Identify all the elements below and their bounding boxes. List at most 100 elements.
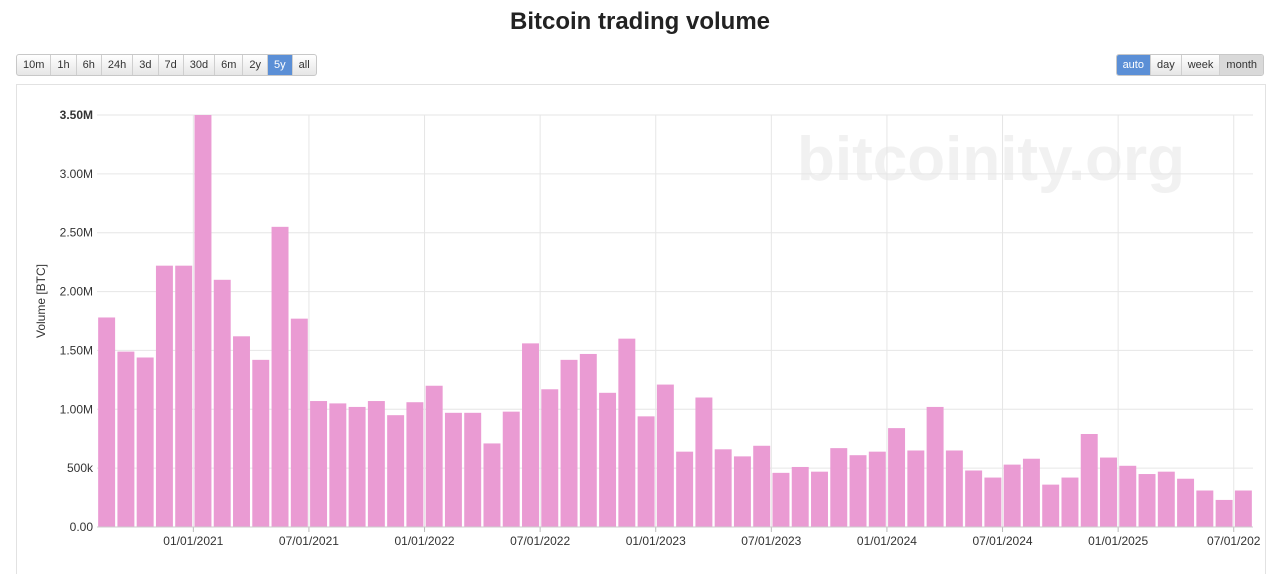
volume-bar-2022-10[interactable] [599, 392, 617, 527]
volume-bar-2023-02[interactable] [676, 451, 694, 527]
volume-bar-2023-01[interactable] [656, 384, 674, 527]
volume-bar-2021-08[interactable] [329, 403, 347, 527]
volume-bar-2021-05[interactable] [271, 226, 289, 528]
x-tick-label: 07/01/2024 [973, 534, 1033, 548]
volume-bar-2023-04[interactable] [714, 449, 732, 527]
volume-bar-2021-06[interactable] [290, 318, 308, 527]
volume-bar-2022-01[interactable] [425, 385, 443, 527]
volume-bar-2024-06[interactable] [984, 477, 1002, 527]
volume-bar-2020-12[interactable] [175, 265, 193, 527]
volume-bar-2024-04[interactable] [945, 450, 963, 527]
volume-bar-2021-09[interactable] [348, 406, 366, 527]
period-button-week[interactable]: week [1182, 55, 1221, 75]
volume-bar-2025-01[interactable] [1119, 465, 1137, 527]
range-button-2y[interactable]: 2y [243, 55, 269, 75]
y-axis-label: Volume [BTC] [34, 264, 48, 338]
range-button-3d[interactable]: 3d [133, 55, 159, 75]
range-button-1h[interactable]: 1h [51, 55, 77, 75]
volume-bar-2024-08[interactable] [1022, 458, 1040, 527]
volume-bar-2023-05[interactable] [733, 456, 751, 527]
x-tick-label: 07/01/202 [1207, 534, 1261, 548]
x-tick-label: 07/01/2023 [741, 534, 801, 548]
volume-bar-2021-10[interactable] [367, 401, 385, 527]
volume-bar-2022-11[interactable] [618, 338, 636, 527]
x-tick-label: 07/01/2022 [510, 534, 570, 548]
x-axis-ticks: 01/01/2021 07/01/2021 01/01/2022 07/01/2022… [97, 526, 1261, 548]
volume-bar-2025-04[interactable] [1177, 478, 1195, 527]
range-button-all[interactable]: all [298, 59, 310, 71]
volume-bar-2020-09[interactable] [117, 351, 135, 527]
period-button-day[interactable]: day [1151, 55, 1182, 75]
volume-bar-chart: bitcoinity.org 0.00 500k 1.00M 1.50M 2.00M 2.… [34, 108, 1261, 548]
chart-title: Bitcoin trading volume [509, 8, 770, 35]
volume-bar-2023-08[interactable] [791, 466, 809, 527]
range-button-7d[interactable]: 7d [159, 55, 184, 75]
y-tick-label: 1.50M [60, 343, 93, 357]
grid-lines [97, 114, 1253, 528]
volume-bar-2023-06[interactable] [753, 445, 771, 527]
volume-bar-2024-03[interactable] [926, 406, 944, 527]
volume-bar-2024-09[interactable] [1042, 484, 1060, 527]
y-tick-label: 2.50M [60, 226, 93, 240]
volume-bar-2021-12[interactable] [406, 402, 424, 527]
volume-bar-2024-01[interactable] [888, 428, 906, 527]
volume-bar-2022-06[interactable] [522, 343, 539, 527]
aggregation-period-selector: auto day week month [1115, 54, 1264, 76]
volume-bar-2024-12[interactable] [1100, 457, 1117, 527]
volume-bar-2024-07[interactable] [1003, 464, 1021, 527]
period-button-month[interactable]: month [1220, 55, 1263, 75]
volume-bar-2023-10[interactable] [830, 448, 848, 527]
volume-bar-2020-08[interactable] [98, 317, 116, 527]
volume-bar-2021-02[interactable] [213, 279, 231, 527]
volume-bar-2022-12[interactable] [637, 416, 655, 527]
volume-bar-2022-07[interactable] [541, 389, 559, 527]
x-tick-label: 07/01/2021 [279, 534, 339, 548]
y-axis-ticks: 0.00 500k 1.00M 1.50M 2.00M 2.50M 3.00M 3.50M [60, 108, 94, 534]
range-button-6m[interactable]: 6m [215, 55, 244, 75]
volume-bar-2025-05[interactable] [1196, 490, 1214, 527]
time-range-selector: 10m 1h 6h 24h 3d 7d 30d 6m 2y 5y all [16, 54, 317, 76]
volume-bar-2022-04[interactable] [483, 443, 501, 527]
volume-bar-2023-09[interactable] [811, 471, 828, 527]
range-button-6h[interactable]: 6h [77, 55, 102, 75]
range-button-5y[interactable]: 5y [268, 55, 293, 75]
volume-bar-2023-03[interactable] [695, 397, 713, 527]
chart-panel: bitcoinity.org 0.00 500k 1.00M 1.50M 2.00M 2.… [16, 84, 1266, 574]
y-tick-label: 1.00M [60, 402, 93, 416]
volume-bar-2024-11[interactable] [1080, 434, 1098, 527]
volume-bar-2022-08[interactable] [560, 359, 578, 527]
period-button-auto[interactable]: auto [1116, 55, 1151, 75]
volume-bar-2024-10[interactable] [1061, 477, 1079, 527]
volume-bar-2020-11[interactable] [155, 265, 173, 527]
volume-bar-2024-02[interactable] [907, 450, 925, 527]
x-tick-label: 01/01/2021 [163, 534, 223, 548]
volume-bar-2021-01[interactable] [194, 115, 212, 527]
volume-bar-2023-11[interactable] [849, 455, 867, 527]
volume-bar-2021-07[interactable] [310, 401, 328, 527]
volume-bar-2021-04[interactable] [252, 359, 270, 527]
volume-bar-2023-12[interactable] [868, 451, 886, 527]
volume-bar-2024-05[interactable] [965, 470, 983, 527]
volume-bar-2025-07[interactable] [1234, 490, 1252, 527]
range-button-10m[interactable]: 10m [17, 55, 52, 75]
x-tick-label: 01/01/2022 [395, 534, 455, 548]
volume-bar-2025-02[interactable] [1138, 474, 1156, 527]
volume-bar-2022-09[interactable] [579, 353, 597, 527]
range-button-30d[interactable]: 30d [184, 55, 216, 75]
volume-bar-2022-03[interactable] [464, 412, 482, 527]
volume-bar-2022-02[interactable] [444, 412, 462, 527]
range-button-24h[interactable]: 24h [102, 55, 134, 75]
y-tick-label: 500k [67, 461, 94, 475]
volume-bar-2023-07[interactable] [772, 472, 790, 527]
volume-bar-2025-06[interactable] [1215, 499, 1233, 527]
x-tick-label: 01/01/2025 [1088, 534, 1148, 548]
volume-bar-2025-03[interactable] [1157, 471, 1175, 527]
y-tick-label: 3.00M [60, 167, 93, 181]
y-tick-label: 0.00 [70, 520, 94, 534]
volume-bar-2020-10[interactable] [136, 357, 154, 527]
y-tick-label: 2.00M [60, 285, 93, 299]
volume-bar-2022-05[interactable] [502, 411, 520, 527]
volume-bar-2021-11[interactable] [387, 415, 405, 527]
watermark: bitcoinity.org [797, 125, 1185, 194]
volume-bar-2021-03[interactable] [233, 336, 250, 527]
